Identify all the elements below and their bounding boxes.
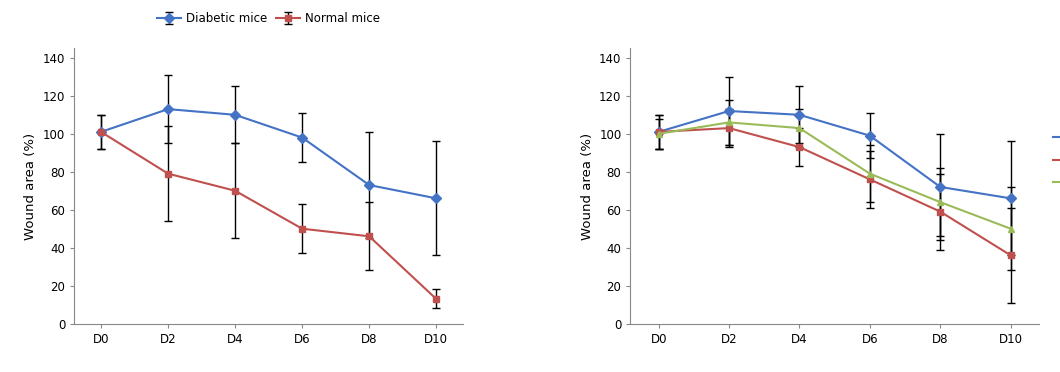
Y-axis label: Wound area (%): Wound area (%)	[581, 132, 594, 240]
Legend: Diabetic mice, Normal mice: Diabetic mice, Normal mice	[153, 7, 385, 30]
Y-axis label: Wound area (%): Wound area (%)	[24, 132, 37, 240]
Legend: Control, Point Jet, EGF: Control, Point Jet, EGF	[1053, 131, 1060, 189]
